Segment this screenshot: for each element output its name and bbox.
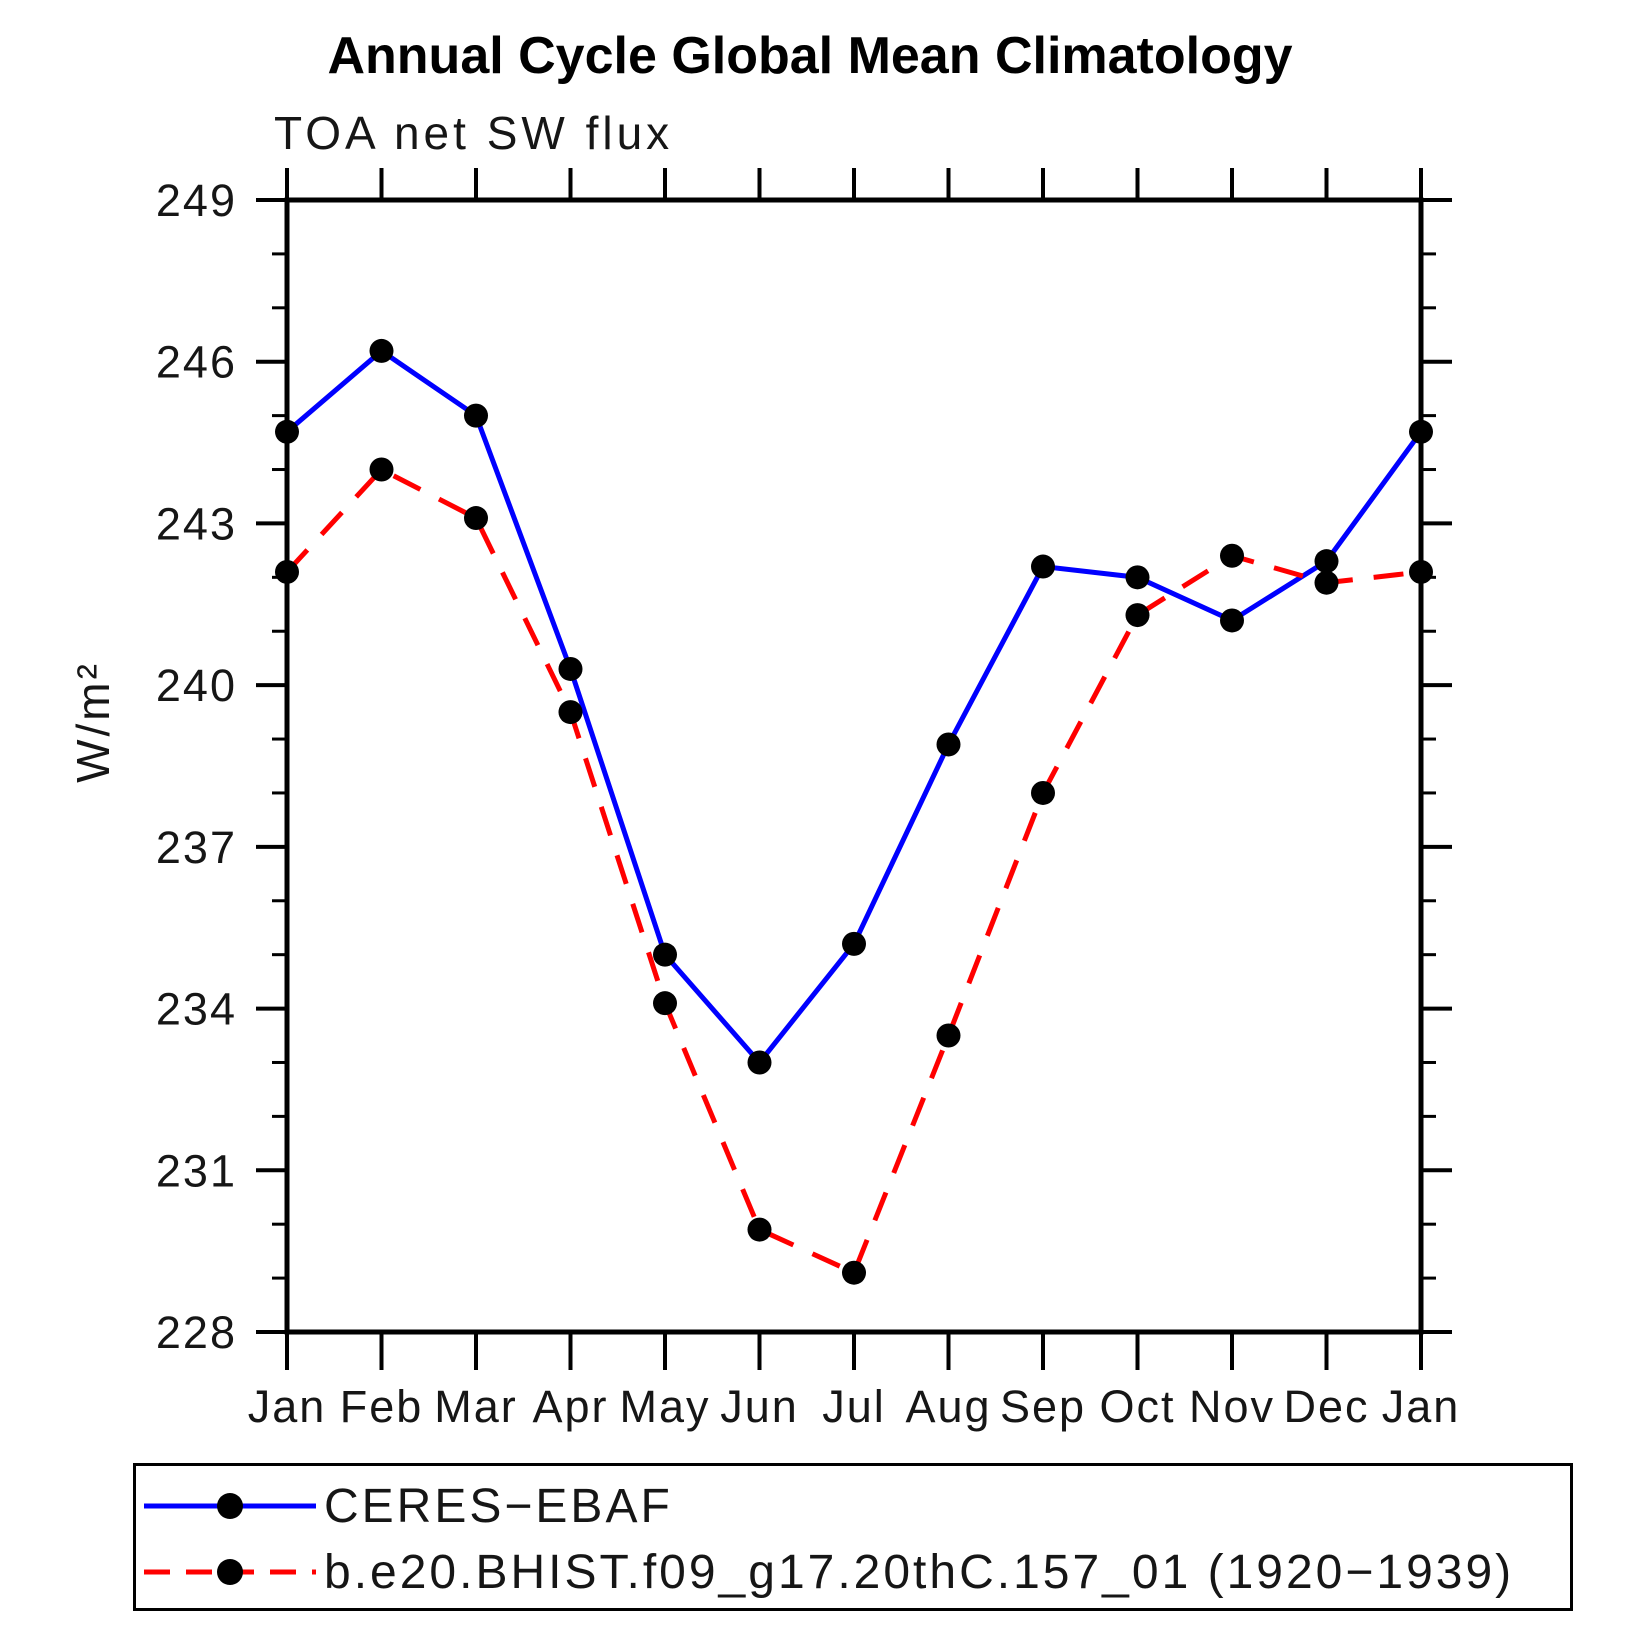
chart-title: Annual Cycle Global Mean Climatology — [327, 27, 1293, 85]
data-point-marker — [1314, 570, 1339, 595]
data-point-marker — [842, 1260, 866, 1285]
data-point-marker — [1409, 419, 1433, 444]
data-point-marker — [1125, 565, 1150, 590]
y-tick-label: 249 — [156, 175, 237, 226]
series-lines — [275, 338, 1433, 1285]
y-tick-label: 237 — [156, 822, 237, 873]
data-point-marker — [1125, 603, 1150, 628]
data-point-marker — [653, 942, 677, 967]
data-point-marker — [936, 732, 961, 757]
data-point-marker — [464, 403, 488, 428]
legend-item-model: b.e20.BHIST.f09_g17.20thC.157_01 (1920−1… — [136, 1539, 1570, 1605]
chart-subtitle: TOA net SW flux — [274, 107, 674, 159]
y-tick-label: 231 — [156, 1145, 237, 1196]
series-0 — [275, 338, 1433, 1075]
data-point-marker — [747, 1217, 772, 1242]
data-point-marker — [558, 700, 583, 725]
series-line — [285, 466, 1422, 1277]
legend-sample-marker — [217, 1559, 243, 1585]
legend-sample-marker — [217, 1493, 243, 1519]
x-tick-label: Jan — [1382, 1381, 1461, 1432]
data-point-marker — [1220, 608, 1244, 633]
legend: CERES−EBAF b.e20.BHIST.f09_g17.20thC.157… — [133, 1463, 1573, 1611]
legend-item-ceres: CERES−EBAF — [136, 1473, 1570, 1539]
x-tick-label: Jun — [720, 1381, 799, 1432]
plot-frame — [284, 197, 1424, 1335]
y-tick-label: 243 — [156, 498, 237, 549]
x-tick-label: Oct — [1099, 1381, 1175, 1432]
y-tick-label: 234 — [156, 984, 237, 1035]
x-tick-label: Sep — [1000, 1381, 1086, 1432]
x-tick-label: Dec — [1283, 1381, 1369, 1432]
y-tick-label: 228 — [156, 1307, 237, 1358]
data-point-marker — [1031, 780, 1055, 805]
data-point-marker — [558, 656, 583, 681]
x-tick-label: Aug — [905, 1381, 991, 1432]
data-point-marker — [842, 931, 866, 956]
y-tick-label: 240 — [156, 660, 237, 711]
data-point-marker — [936, 1023, 961, 1048]
legend-line-sample-solid — [144, 1493, 316, 1519]
data-point-marker — [369, 457, 394, 482]
legend-line-sample-dashed — [144, 1559, 316, 1585]
x-tick-label: Feb — [340, 1381, 424, 1432]
x-tick-label: Nov — [1189, 1381, 1275, 1432]
y-tick-label: 246 — [156, 337, 237, 388]
x-tick-label: Jul — [822, 1381, 886, 1432]
x-tick-label: Jan — [248, 1381, 327, 1432]
axes — [256, 168, 1452, 1370]
legend-label: CERES−EBAF — [324, 1479, 673, 1533]
series-1 — [275, 457, 1433, 1285]
data-point-marker — [1031, 554, 1055, 579]
data-point-marker — [1409, 559, 1433, 584]
data-point-marker — [747, 1050, 772, 1075]
legend-label: b.e20.BHIST.f09_g17.20thC.157_01 (1920−1… — [324, 1545, 1515, 1599]
x-tick-label: Mar — [434, 1381, 518, 1432]
data-point-marker — [464, 506, 488, 531]
x-tick-label: Apr — [532, 1381, 608, 1432]
data-point-marker — [369, 338, 394, 363]
x-tick-label: May — [619, 1381, 710, 1432]
data-point-marker — [275, 559, 299, 584]
data-point-marker — [1220, 543, 1244, 568]
data-point-marker — [1314, 549, 1339, 574]
data-point-marker — [275, 419, 299, 444]
data-point-marker — [653, 991, 677, 1016]
